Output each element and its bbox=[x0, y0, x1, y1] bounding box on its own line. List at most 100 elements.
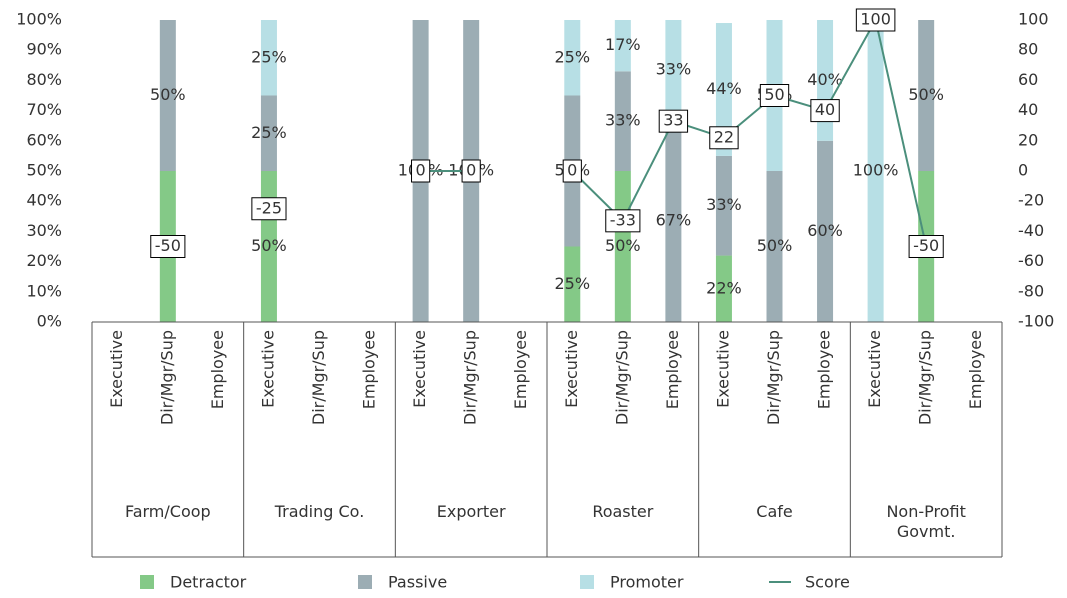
x-tick-label: Dir/Mgr/Sup bbox=[612, 330, 631, 425]
score-label: -25 bbox=[251, 197, 287, 221]
legend-label: Passive bbox=[388, 573, 447, 592]
score-label-text: 40 bbox=[815, 100, 835, 119]
value-label: 25% bbox=[554, 274, 590, 293]
score-label-box bbox=[855, 8, 896, 32]
x-tick-label: Executive bbox=[865, 330, 884, 408]
group-label: Roaster bbox=[592, 502, 654, 521]
y2-tick-label: 60 bbox=[1018, 70, 1038, 89]
y2-tick-label: 80 bbox=[1018, 40, 1038, 59]
score-label: -50 bbox=[150, 235, 186, 258]
bar-segment bbox=[564, 20, 581, 96]
y-tick-label: 70% bbox=[26, 100, 62, 119]
y-tick-label: 90% bbox=[26, 40, 62, 59]
score-label-text: -50 bbox=[155, 236, 181, 255]
x-tick-label: Executive bbox=[713, 330, 732, 408]
y-tick-label: 100% bbox=[16, 10, 62, 29]
bar-segment bbox=[564, 246, 581, 322]
score-label-text: 33 bbox=[663, 111, 683, 130]
x-tick-label: Employee bbox=[815, 330, 834, 409]
score-label-text: 50 bbox=[764, 85, 784, 104]
x-tick-label: Executive bbox=[562, 330, 581, 408]
legend-label: Score bbox=[805, 573, 850, 592]
bar-segment bbox=[260, 95, 277, 171]
score-label: 50 bbox=[759, 84, 790, 107]
score-label: -50 bbox=[908, 235, 944, 258]
y2-tick-label: -100 bbox=[1018, 312, 1054, 331]
bar-segment bbox=[918, 20, 935, 171]
y-tick-label: 30% bbox=[26, 221, 62, 240]
score-label-box bbox=[759, 84, 790, 107]
y-tick-label: 50% bbox=[26, 161, 62, 180]
value-label: 25% bbox=[251, 123, 287, 142]
score-label-box bbox=[150, 235, 186, 258]
value-label: 50% bbox=[757, 236, 793, 255]
legend-label: Promoter bbox=[610, 573, 684, 592]
y2-tick-label: -40 bbox=[1018, 221, 1044, 240]
x-tick-label: Executive bbox=[258, 330, 277, 408]
bar-segment bbox=[817, 140, 834, 322]
bar-segment bbox=[260, 20, 277, 96]
y-tick-label: 10% bbox=[26, 281, 62, 300]
score-label-box bbox=[251, 197, 287, 221]
value-label: 40% bbox=[807, 70, 843, 89]
y-tick-label: 40% bbox=[26, 191, 62, 210]
group-label: Farm/Coop bbox=[124, 502, 211, 521]
bar-segment bbox=[715, 23, 732, 156]
x-tick-label: Dir/Mgr/Sup bbox=[461, 330, 480, 425]
score-label: 100 bbox=[855, 8, 896, 32]
x-tick-label: Executive bbox=[410, 330, 429, 408]
bar-segment bbox=[867, 20, 884, 322]
score-label: 0 bbox=[461, 159, 481, 183]
score-label: 40 bbox=[810, 99, 840, 123]
group-label: Exporter bbox=[436, 502, 506, 521]
bar-segment bbox=[614, 20, 631, 72]
y-tick-label: 60% bbox=[26, 130, 62, 149]
y2-tick-label: -20 bbox=[1018, 191, 1044, 210]
value-label: 33% bbox=[706, 195, 742, 214]
y2-tick-label: 100 bbox=[1018, 10, 1049, 29]
value-label: 50% bbox=[150, 85, 186, 104]
group-label: Trading Co. bbox=[274, 502, 365, 521]
score-label-text: -25 bbox=[256, 198, 282, 217]
value-label: 67% bbox=[656, 210, 692, 229]
score-label-box bbox=[461, 159, 481, 183]
value-label: 44% bbox=[706, 79, 742, 98]
score-label: 22 bbox=[709, 126, 739, 150]
value-label: 33% bbox=[656, 59, 692, 78]
value-label: 25% bbox=[554, 47, 590, 66]
bar-segment bbox=[159, 20, 176, 171]
x-tick-label: Dir/Mgr/Sup bbox=[309, 330, 328, 425]
x-tick-label: Dir/Mgr/Sup bbox=[916, 330, 935, 425]
y2-tick-label: 20 bbox=[1018, 130, 1038, 149]
value-label: 33% bbox=[605, 111, 641, 130]
score-label-box bbox=[605, 209, 641, 233]
score-label-box bbox=[562, 159, 582, 183]
bar-segment bbox=[665, 119, 682, 322]
score-label: 0 bbox=[411, 159, 431, 183]
y-tick-label: 80% bbox=[26, 70, 62, 89]
legend-swatch bbox=[580, 575, 594, 589]
y2-tick-label: 40 bbox=[1018, 100, 1038, 119]
bar-segment bbox=[614, 71, 631, 171]
score-label-text: 22 bbox=[714, 127, 734, 146]
score-label-box bbox=[709, 126, 739, 150]
group-label: Non-Profit Govmt. bbox=[886, 502, 966, 541]
y2-tick-label: -60 bbox=[1018, 251, 1044, 270]
x-tick-label: Employee bbox=[208, 330, 227, 409]
x-tick-label: Employee bbox=[511, 330, 530, 409]
score-label: -33 bbox=[605, 209, 641, 233]
x-tick-label: Employee bbox=[966, 330, 985, 409]
bar-segment bbox=[614, 171, 631, 322]
legend-swatch bbox=[358, 575, 372, 589]
value-label: 50% bbox=[605, 236, 641, 255]
score-label-text: -50 bbox=[913, 236, 939, 255]
bar-segment bbox=[665, 20, 682, 120]
legend-label: Detractor bbox=[170, 573, 247, 592]
value-label: 60% bbox=[807, 221, 843, 240]
x-tick-label: Dir/Mgr/Sup bbox=[764, 330, 783, 425]
score-label: 0 bbox=[562, 159, 582, 183]
score-label-text: 0 bbox=[567, 161, 577, 180]
y2-tick-label: -80 bbox=[1018, 281, 1044, 300]
